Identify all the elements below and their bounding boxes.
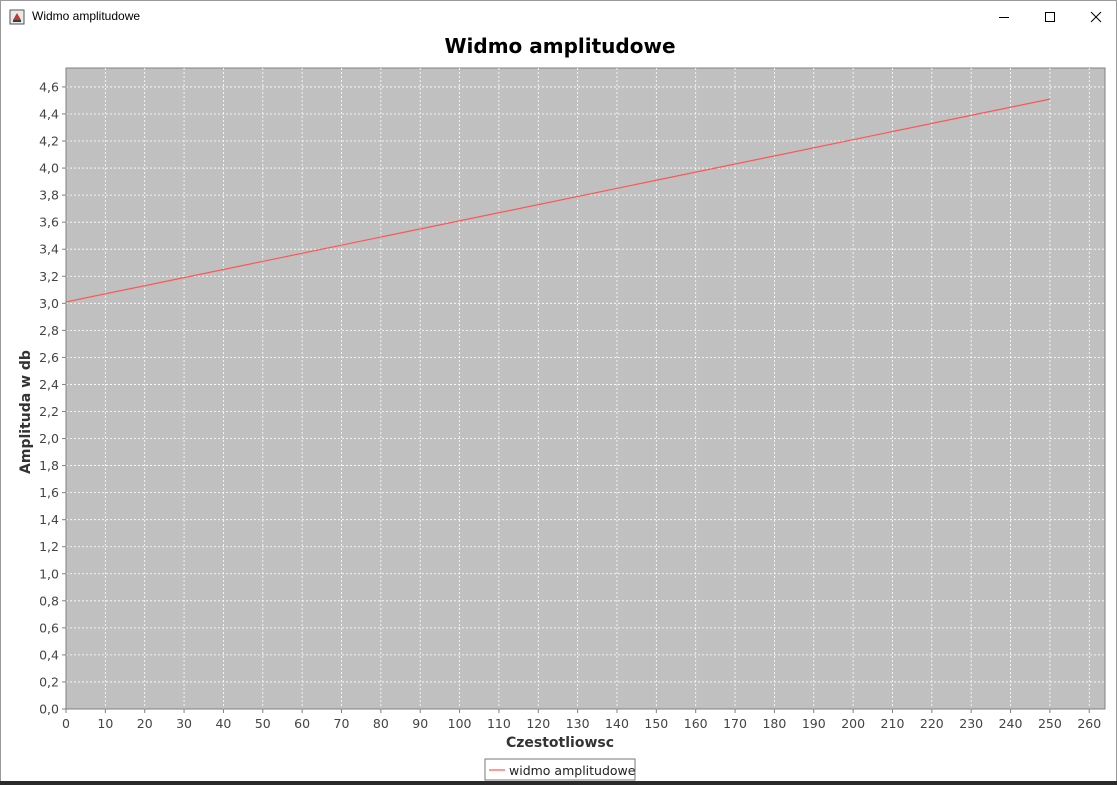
maximize-icon xyxy=(1045,11,1055,22)
y-tick-label: 1,6 xyxy=(39,485,59,500)
x-tick-label: 240 xyxy=(999,716,1023,731)
y-tick-label: 2,2 xyxy=(39,404,59,419)
minimize-icon xyxy=(999,16,1009,18)
x-tick-label: 40 xyxy=(215,716,231,731)
x-tick-label: 120 xyxy=(526,716,550,731)
grid-lines xyxy=(65,68,1105,710)
x-tick-label: 180 xyxy=(762,716,786,731)
x-tick-label: 30 xyxy=(176,716,192,731)
x-tick-label: 220 xyxy=(920,716,944,731)
taskbar-edge xyxy=(0,781,1117,785)
title-bar[interactable]: Widmo amplitudowe xyxy=(1,1,1116,32)
close-button[interactable] xyxy=(1073,1,1117,32)
legend-entry: widmo amplitudowe xyxy=(509,763,636,778)
x-tick-label: 250 xyxy=(1038,716,1062,731)
y-axis-label: Amplituda w db xyxy=(18,350,34,474)
plot-area xyxy=(65,67,1106,710)
y-tick-label: 0,0 xyxy=(39,702,59,717)
y-tick-label: 4,6 xyxy=(39,79,59,94)
legend: widmo amplitudowe xyxy=(484,758,636,781)
x-tick-label: 10 xyxy=(97,716,113,731)
x-tick-label: 0 xyxy=(62,716,70,731)
x-tick-label: 50 xyxy=(255,716,271,731)
java-cup-icon xyxy=(9,9,25,25)
series-line xyxy=(65,98,1051,303)
x-axis-ticks: 0 10 20 30 40 50 60 70 80 90 100 110 120 130 140 150 160… xyxy=(62,709,1101,731)
y-tick-label: 0,6 xyxy=(39,620,59,635)
x-tick-label: 80 xyxy=(373,716,389,731)
y-tick-label: 3,8 xyxy=(39,188,59,203)
y-tick-label: 3,0 xyxy=(39,296,59,311)
y-tick-label: 2,6 xyxy=(39,350,59,365)
series-layer xyxy=(65,98,1051,303)
x-tick-label: 160 xyxy=(684,716,708,731)
y-tick-label: 3,4 xyxy=(39,242,59,257)
x-tick-label: 90 xyxy=(412,716,428,731)
x-tick-label: 20 xyxy=(137,716,153,731)
chart-title: Widmo amplitudowe xyxy=(444,34,675,58)
y-tick-label: 0,8 xyxy=(39,593,59,608)
x-axis-label: Czestotliowsc xyxy=(506,735,614,751)
y-tick-label: 2,8 xyxy=(39,323,59,338)
legend-box xyxy=(484,758,636,781)
window-title: Widmo amplitudowe xyxy=(32,9,141,23)
y-tick-label: 2,0 xyxy=(39,431,59,446)
x-tick-label: 150 xyxy=(644,716,668,731)
y-tick-label: 3,6 xyxy=(39,215,59,230)
x-tick-label: 260 xyxy=(1077,716,1101,731)
y-axis-ticks: 0,0 0,2 0,4 0,6 0,8 1,0 1,2 1,4 1,6 1,8 2,0 2,2 2,4 2… xyxy=(39,79,66,717)
y-tick-label: 1,2 xyxy=(39,539,59,554)
close-icon xyxy=(1090,11,1102,22)
x-tick-label: 170 xyxy=(723,716,747,731)
y-tick-label: 4,4 xyxy=(39,106,59,121)
x-tick-label: 100 xyxy=(448,716,472,731)
y-tick-label: 1,0 xyxy=(39,566,59,581)
chart-panel: Widmo amplitudowe 0,0 0,2 0,4 0,6 0,8 1,0 1,2 1… xyxy=(18,34,1106,781)
x-tick-label: 60 xyxy=(294,716,310,731)
x-tick-label: 70 xyxy=(334,716,350,731)
x-tick-label: 130 xyxy=(566,716,590,731)
x-tick-label: 200 xyxy=(841,716,865,731)
y-tick-label: 1,4 xyxy=(39,512,59,527)
x-tick-label: 110 xyxy=(487,716,511,731)
y-tick-label: 3,2 xyxy=(39,269,59,284)
y-tick-label: 4,0 xyxy=(39,161,59,176)
x-tick-label: 230 xyxy=(959,716,983,731)
y-tick-label: 0,2 xyxy=(39,674,59,689)
x-tick-label: 190 xyxy=(802,716,826,731)
y-tick-label: 1,8 xyxy=(39,458,59,473)
x-tick-label: 140 xyxy=(605,716,629,731)
maximize-button[interactable] xyxy=(1027,1,1073,32)
y-tick-label: 4,2 xyxy=(39,134,59,149)
x-tick-label: 210 xyxy=(881,716,905,731)
y-tick-label: 0,4 xyxy=(39,647,59,662)
minimize-button[interactable] xyxy=(981,1,1027,32)
y-tick-label: 2,4 xyxy=(39,377,59,392)
